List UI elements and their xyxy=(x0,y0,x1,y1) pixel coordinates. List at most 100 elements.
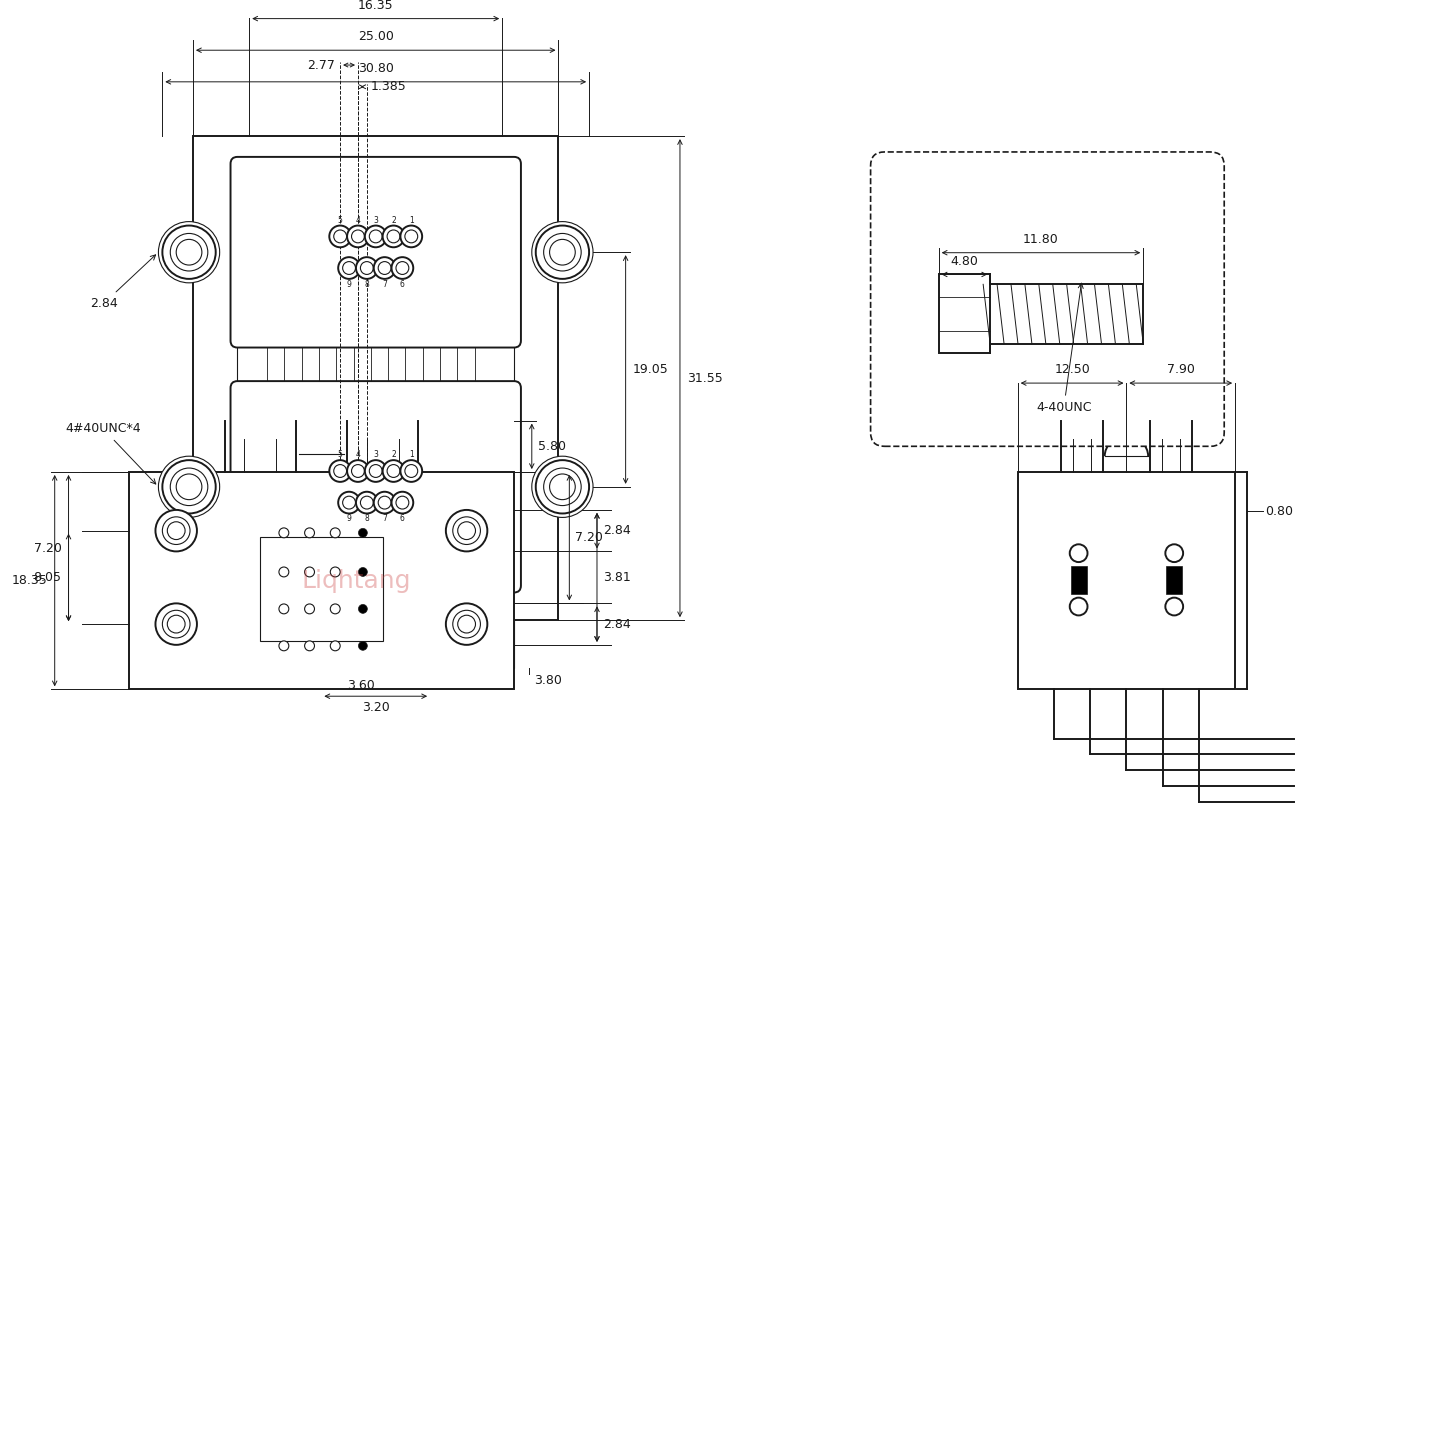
Circle shape xyxy=(359,528,367,537)
Circle shape xyxy=(156,603,197,645)
Circle shape xyxy=(279,567,289,577)
Text: 7: 7 xyxy=(382,279,387,289)
Text: 1: 1 xyxy=(409,216,413,225)
Circle shape xyxy=(330,567,340,577)
Circle shape xyxy=(531,222,593,282)
Text: 19.05: 19.05 xyxy=(632,363,668,376)
Circle shape xyxy=(374,258,396,279)
Text: 2: 2 xyxy=(392,216,396,225)
Text: 6: 6 xyxy=(400,514,405,524)
Text: 2.84: 2.84 xyxy=(603,524,631,537)
Circle shape xyxy=(305,641,314,651)
Circle shape xyxy=(536,226,589,279)
Text: 1.385: 1.385 xyxy=(370,81,406,94)
Circle shape xyxy=(392,491,413,514)
Text: 12.50: 12.50 xyxy=(1054,363,1090,376)
Circle shape xyxy=(163,611,190,638)
Circle shape xyxy=(163,226,216,279)
Text: 5.80: 5.80 xyxy=(537,439,566,452)
Circle shape xyxy=(167,521,186,540)
Circle shape xyxy=(330,641,340,651)
Circle shape xyxy=(387,465,400,478)
Bar xyxy=(446,621,452,668)
Circle shape xyxy=(383,461,405,482)
Circle shape xyxy=(347,226,369,248)
Circle shape xyxy=(458,615,475,634)
Text: 8: 8 xyxy=(364,279,369,289)
Text: 30.80: 30.80 xyxy=(357,62,393,75)
Circle shape xyxy=(163,517,190,544)
Circle shape xyxy=(1165,598,1184,615)
Circle shape xyxy=(452,611,481,638)
Circle shape xyxy=(550,239,575,265)
Text: 16.35: 16.35 xyxy=(359,0,393,12)
Circle shape xyxy=(158,222,220,282)
Circle shape xyxy=(446,603,487,645)
Bar xyxy=(1166,566,1182,593)
Circle shape xyxy=(405,230,418,243)
Circle shape xyxy=(446,510,487,552)
Circle shape xyxy=(330,603,340,613)
Text: 6: 6 xyxy=(400,279,405,289)
Circle shape xyxy=(452,517,481,544)
Bar xyxy=(259,537,383,641)
Text: 3.81: 3.81 xyxy=(603,570,631,583)
Circle shape xyxy=(400,226,422,248)
Text: 25.00: 25.00 xyxy=(357,30,393,43)
Text: 5: 5 xyxy=(338,216,343,225)
Circle shape xyxy=(359,605,367,613)
Text: 0.80: 0.80 xyxy=(1264,504,1293,517)
Text: 31.55: 31.55 xyxy=(687,372,723,384)
Circle shape xyxy=(379,497,392,508)
Circle shape xyxy=(544,468,582,505)
Bar xyxy=(193,137,559,621)
Circle shape xyxy=(1070,544,1087,562)
Circle shape xyxy=(387,230,400,243)
Circle shape xyxy=(347,461,369,482)
Bar xyxy=(238,621,514,668)
Circle shape xyxy=(359,641,367,651)
Text: 4#40UNC*4: 4#40UNC*4 xyxy=(66,422,156,484)
Bar xyxy=(292,621,298,668)
Circle shape xyxy=(338,258,360,279)
Text: 3.80: 3.80 xyxy=(534,674,562,687)
FancyBboxPatch shape xyxy=(871,153,1224,446)
Text: 4.80: 4.80 xyxy=(950,255,978,268)
Bar xyxy=(238,341,514,387)
Text: 2.84: 2.84 xyxy=(603,618,631,631)
Circle shape xyxy=(279,603,289,613)
Circle shape xyxy=(369,465,382,478)
Circle shape xyxy=(364,226,386,248)
Circle shape xyxy=(536,461,589,514)
Circle shape xyxy=(343,262,356,275)
Circle shape xyxy=(374,491,396,514)
Circle shape xyxy=(550,474,575,500)
Text: 18.35: 18.35 xyxy=(12,575,48,588)
Circle shape xyxy=(163,461,216,514)
Circle shape xyxy=(360,497,373,508)
Circle shape xyxy=(356,258,377,279)
Circle shape xyxy=(330,528,340,537)
Circle shape xyxy=(396,262,409,275)
Bar xyxy=(285,621,291,668)
Circle shape xyxy=(364,461,386,482)
Circle shape xyxy=(544,233,582,271)
Circle shape xyxy=(334,465,347,478)
Text: Liqhtang: Liqhtang xyxy=(301,569,410,593)
Text: 8.05: 8.05 xyxy=(33,570,62,583)
Text: 2.77: 2.77 xyxy=(307,59,336,72)
Circle shape xyxy=(305,567,314,577)
Circle shape xyxy=(167,615,186,634)
Text: 3: 3 xyxy=(373,451,379,459)
Text: 9: 9 xyxy=(347,279,351,289)
Circle shape xyxy=(170,233,207,271)
Circle shape xyxy=(351,230,364,243)
Circle shape xyxy=(330,226,351,248)
Circle shape xyxy=(351,465,364,478)
Circle shape xyxy=(305,528,314,537)
Bar xyxy=(128,472,514,690)
Text: 3: 3 xyxy=(373,216,379,225)
Text: 2: 2 xyxy=(392,451,396,459)
Circle shape xyxy=(458,521,475,540)
Text: 4: 4 xyxy=(356,216,360,225)
